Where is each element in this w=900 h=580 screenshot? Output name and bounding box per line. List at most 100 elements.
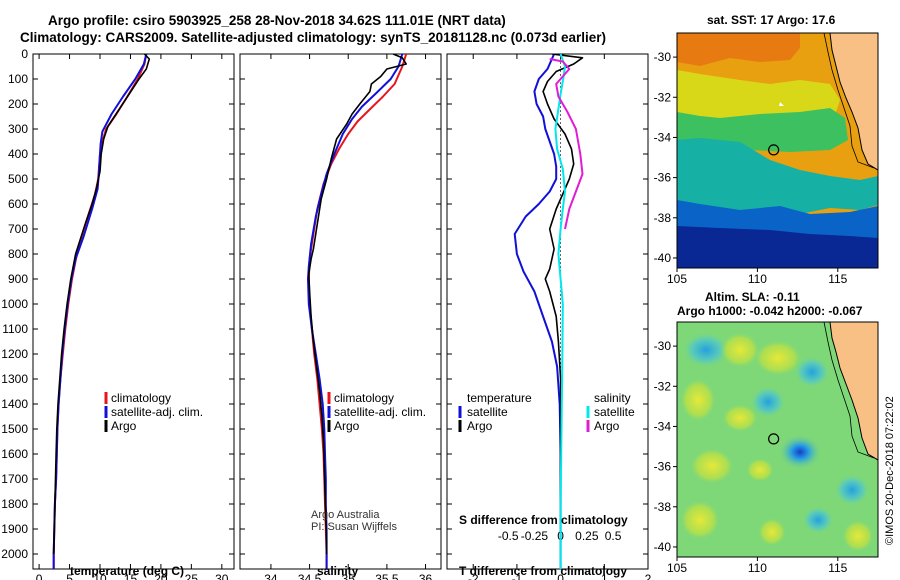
salinity-panel: 34 34.5 35 35.5 36 <box>240 53 441 580</box>
salinity-difference-legend: salinity satellite Argo <box>586 391 635 433</box>
legend-label-satellite: satellite <box>594 405 635 419</box>
x-tick-label: -2 <box>468 572 479 580</box>
s-difference-label: S difference from climatology <box>459 513 628 527</box>
x-tick-label: 0 <box>557 572 564 580</box>
depth-tick-label: 600 <box>8 197 28 211</box>
x-tick-label: 0 <box>36 572 43 580</box>
map-y-tick-label: -40 <box>654 251 672 265</box>
sst-map-title: sat. SST: 17 Argo: 17.6 <box>707 13 836 27</box>
depth-tick-label: 1000 <box>1 297 28 311</box>
legend-label-argo: Argo <box>111 419 137 433</box>
x-tick-label: -1 <box>512 572 523 580</box>
x-tick-label: 5 <box>66 572 73 580</box>
sla-anomaly <box>682 332 730 368</box>
depth-tick-label: 1300 <box>1 372 28 386</box>
s-tick-label: 0.5 <box>605 529 622 543</box>
legend-label-argo: Argo <box>334 419 360 433</box>
depth-tick-label: 500 <box>8 172 28 186</box>
sla-anomaly <box>802 506 834 534</box>
sst-teal-zone <box>677 138 878 214</box>
depth-tick-label: 1200 <box>1 347 28 361</box>
white-marker <box>779 102 784 106</box>
legend-label-argo: Argo <box>594 419 620 433</box>
map-y-tick-label: -32 <box>654 379 672 393</box>
imos-timestamp: ©IMOS 20-Dec-2018 07:22:02 <box>884 396 896 545</box>
map-x-tick-label: 110 <box>748 272 767 286</box>
sla-anomaly <box>680 500 720 540</box>
sla-anomaly <box>794 356 830 388</box>
depth-tick-label: 900 <box>8 272 28 286</box>
sst-deep-blue-zone <box>677 226 878 268</box>
series-line-argo_salinity <box>549 58 584 230</box>
depth-tick-label: 2000 <box>1 547 28 561</box>
depth-tick-label: 800 <box>8 247 28 261</box>
depth-tick-label: 1500 <box>1 422 28 436</box>
map-y-tick-label: -30 <box>654 50 672 64</box>
sla-anomaly <box>746 458 774 482</box>
difference-panel: -2 -1 0 1 2-0.5 -0.25 0 0.25 0.5 <box>447 53 652 580</box>
depth-tick-label: 1900 <box>1 522 28 536</box>
difference-panel-frame <box>446 53 649 570</box>
map-x-tick-label: 110 <box>748 561 767 575</box>
map-y-tick-label: -36 <box>654 171 672 185</box>
depth-tick-label: 400 <box>8 147 28 161</box>
series-group <box>307 54 408 569</box>
legend-label-satellite: satellite <box>467 405 508 419</box>
depth-axis: 0 100 200 300 400 500 600 700 800 900 1000 1100 1200… <box>1 47 28 561</box>
s-tick-label: 0.25 <box>575 529 599 543</box>
depth-tick-label: 100 <box>8 72 28 86</box>
legend-label-climatology: climatology <box>111 391 171 405</box>
legend-label-climatology: climatology <box>334 391 394 405</box>
float-position-marker <box>768 433 780 445</box>
sla-map-title-line2: Argo h1000: -0.042 h2000: -0.067 <box>677 304 863 318</box>
shelf-contour <box>823 33 875 169</box>
attribution-line2: PI: Susan Wijffels <box>311 521 397 533</box>
float-position-marker <box>768 144 780 156</box>
sla-anomaly <box>842 520 874 552</box>
s-tick-label: -0.25 <box>521 529 549 543</box>
figure-title-line1: Argo profile: csiro 5903925_258 28-Nov-2… <box>48 13 506 28</box>
depth-tick-label: 1100 <box>2 322 28 336</box>
attribution-line1: Argo Australia <box>311 509 380 521</box>
x-tick-label: 35 <box>342 572 356 580</box>
series-line-satellite <box>513 54 562 569</box>
salinity-x-label: salinity <box>317 564 359 578</box>
sst-map <box>677 33 878 268</box>
map-x-tick-label: 105 <box>667 272 687 286</box>
shelf-contour <box>823 322 875 459</box>
depth-tick-label: 300 <box>8 122 28 136</box>
depth-tick-label: 1700 <box>1 472 28 486</box>
series-line-argo <box>542 54 584 554</box>
sst-map-frame <box>676 32 879 269</box>
sla-anomaly <box>778 434 822 470</box>
map-y-tick-label: -38 <box>654 211 672 225</box>
x-tick-label: 34 <box>264 572 278 580</box>
temperature-difference-legend: temperature satellite Argo <box>458 391 532 433</box>
map-y-tick-label: -34 <box>654 419 672 433</box>
map-y-tick-label: -36 <box>654 460 672 474</box>
x-tick-label: 36 <box>419 572 433 580</box>
map-y-tick-label: -40 <box>654 540 672 554</box>
legend-label-argo: Argo <box>467 419 493 433</box>
legend-label-satellite: satellite-adj. clim. <box>111 405 203 419</box>
x-tick-label: 20 <box>154 572 168 580</box>
salinity-legend: climatology satellite-adj. clim. Argo <box>327 391 426 433</box>
t-difference-x-label: T difference from climatology <box>459 564 627 578</box>
x-tick-label: 30 <box>215 572 229 580</box>
series-group <box>52 54 151 569</box>
x-tick-label: 1 <box>601 572 608 580</box>
series-line-argo <box>308 54 407 554</box>
sla-anomaly <box>680 378 716 422</box>
temperature-panel: 0 5 10 15 20 25 30 <box>33 53 234 580</box>
map-x-tick-label: 105 <box>667 561 687 575</box>
legend-title-salinity: salinity <box>594 391 631 405</box>
depth-tick-label: 0 <box>21 47 28 61</box>
land-australia <box>829 33 878 171</box>
legend-title-temperature: temperature <box>467 391 532 405</box>
sla-anomaly <box>754 340 802 376</box>
sst-yellow-zone <box>677 70 840 122</box>
map-y-tick-label: -34 <box>654 130 672 144</box>
map-y-tick-label: -32 <box>654 90 672 104</box>
depth-tick-label: 1400 <box>1 397 28 411</box>
x-tick-label: 35.5 <box>375 572 399 580</box>
